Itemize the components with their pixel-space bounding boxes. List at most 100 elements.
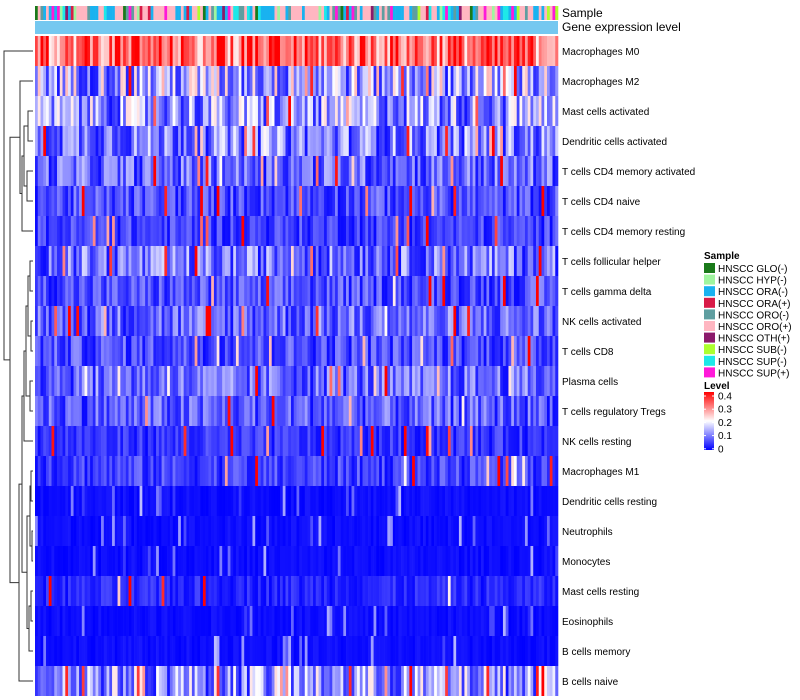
heatmap-cell: [332, 186, 336, 216]
heatmap-cell: [81, 306, 85, 336]
heatmap-cell: [524, 486, 529, 516]
heatmap-cell: [497, 186, 501, 216]
heatmap-cell: [398, 306, 402, 336]
heatmap-cell: [158, 276, 162, 306]
heatmap-cell: [549, 636, 553, 666]
heatmap-cell: [92, 546, 96, 576]
heatmap-cell: [194, 96, 198, 126]
heatmap-cell: [464, 366, 468, 396]
heatmap-cell: [332, 276, 336, 306]
heatmap-cell: [156, 576, 160, 606]
heatmap-cell: [219, 336, 223, 366]
heatmap-cell: [76, 396, 80, 426]
heatmap-cell: [546, 486, 551, 516]
heatmap-cell: [205, 156, 209, 186]
heatmap-cell: [277, 186, 281, 216]
heatmap-cell: [238, 516, 242, 546]
heatmap-cell: [401, 546, 405, 576]
heatmap-cell: [486, 66, 490, 96]
heatmap-cell: [252, 306, 256, 336]
heatmap-cell: [524, 126, 529, 156]
heatmap-cell: [172, 186, 176, 216]
heatmap-cell: [346, 456, 350, 486]
heatmap-cell: [398, 576, 402, 606]
heatmap-cell: [530, 486, 534, 516]
heatmap-cell: [186, 126, 190, 156]
heatmap-cell: [527, 666, 531, 696]
heatmap-cell: [445, 456, 449, 486]
heatmap-cell: [84, 366, 88, 396]
heatmap-cell: [458, 636, 462, 666]
heatmap-cell: [453, 576, 457, 606]
heatmap-cell: [54, 276, 58, 306]
row-label: Macrophages M0: [562, 47, 640, 58]
heatmap-cell: [249, 486, 253, 516]
sample-annotation-cell: [92, 6, 96, 20]
heatmap-cell: [343, 486, 347, 516]
heatmap-cell: [445, 216, 449, 246]
heatmap-cell: [348, 246, 352, 276]
heatmap-cell: [81, 576, 85, 606]
heatmap-cell: [277, 546, 281, 576]
heatmap-cell: [101, 456, 105, 486]
heatmap-cell: [335, 336, 339, 366]
sample-annotation-cell: [362, 6, 366, 20]
heatmap-cell: [546, 126, 551, 156]
heatmap-cell: [255, 336, 259, 366]
heatmap-cell: [156, 426, 160, 456]
heatmap-cell: [106, 66, 110, 96]
heatmap-cell: [491, 126, 495, 156]
heatmap-cell: [40, 276, 44, 306]
heatmap-cell: [65, 66, 69, 96]
heatmap-cell: [340, 366, 344, 396]
heatmap-cell: [238, 126, 242, 156]
heatmap-cell: [519, 186, 523, 216]
heatmap-cell: [279, 276, 284, 306]
heatmap-cell: [326, 156, 330, 186]
heatmap-cell: [57, 606, 61, 636]
heatmap-cell: [244, 336, 248, 366]
heatmap-cell: [249, 666, 253, 696]
heatmap-cell: [392, 516, 396, 546]
heatmap-cell: [461, 486, 465, 516]
heatmap-cell: [527, 516, 531, 546]
heatmap-cell: [555, 246, 559, 276]
heatmap-cell: [92, 156, 96, 186]
heatmap-cell: [348, 516, 352, 546]
heatmap-cell: [423, 126, 427, 156]
heatmap-cell: [109, 456, 113, 486]
heatmap-cell: [434, 636, 438, 666]
heatmap-cell: [172, 66, 176, 96]
heatmap-cell: [453, 366, 457, 396]
heatmap-cell: [293, 516, 297, 546]
heatmap-cell: [450, 36, 454, 66]
heatmap-cell: [505, 606, 509, 636]
heatmap-cell: [222, 156, 226, 186]
heatmap-cell: [453, 336, 457, 366]
heatmap-cell: [401, 576, 405, 606]
heatmap-cell: [235, 276, 239, 306]
heatmap-cell: [134, 636, 138, 666]
heatmap-cell: [365, 66, 369, 96]
heatmap-cell: [147, 666, 151, 696]
heatmap-cell: [57, 366, 61, 396]
heatmap-cell: [227, 126, 231, 156]
sample-annotation-cell: [299, 6, 303, 20]
heatmap-cell: [79, 426, 83, 456]
heatmap-cell: [158, 366, 162, 396]
heatmap-cell: [172, 306, 176, 336]
heatmap-cell: [357, 156, 361, 186]
heatmap-cell: [68, 546, 72, 576]
heatmap-cell: [222, 216, 226, 246]
heatmap-cell: [241, 276, 245, 306]
heatmap-cell: [522, 636, 526, 666]
heatmap-cell: [354, 366, 358, 396]
heatmap-cell: [282, 426, 286, 456]
heatmap-cell: [544, 486, 548, 516]
heatmap-cell: [219, 516, 223, 546]
heatmap-cell: [76, 366, 80, 396]
row-label: Mast cells activated: [562, 107, 649, 118]
heatmap-cell: [125, 186, 129, 216]
heatmap-cell: [346, 36, 350, 66]
heatmap-cell: [417, 216, 421, 246]
